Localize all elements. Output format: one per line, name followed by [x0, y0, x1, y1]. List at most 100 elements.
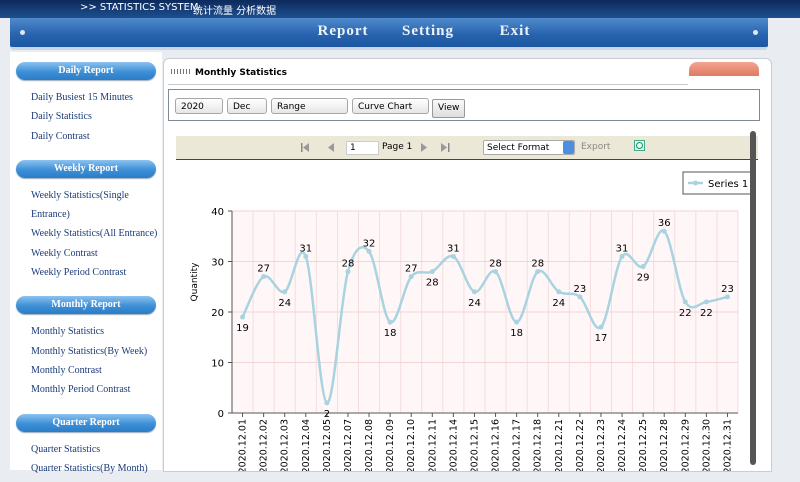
- main-panel: Monthly Statistics 2020 Dec Range Curve Cha…: [163, 58, 772, 472]
- data-point: [703, 299, 709, 305]
- data-label: 27: [257, 264, 270, 275]
- legend-label: Series 1: [708, 179, 748, 190]
- filter-select[interactable]: 2020: [175, 98, 223, 114]
- x-tick-label: 2020.12.25: [638, 419, 649, 471]
- section-button[interactable]: Quarter Report: [16, 413, 156, 432]
- data-label: 27: [405, 264, 418, 275]
- data-label: 18: [510, 328, 523, 339]
- x-tick-label: 2020.12.31: [722, 419, 733, 471]
- section-button[interactable]: Daily Report: [16, 62, 156, 80]
- y-tick-label: 10: [211, 359, 224, 370]
- data-point: [324, 400, 330, 406]
- pager-bar: 1 Page 1 Select Format Export: [176, 136, 758, 160]
- sidebar-section: Weekly Report Weekly Statistics(Single En…: [10, 159, 162, 286]
- sidebar-link[interactable]: Weekly Statistics(Single Entrance): [31, 189, 129, 221]
- data-point: [535, 269, 541, 275]
- x-tick-label: 2020.12.11: [427, 419, 438, 471]
- data-label: 31: [447, 243, 460, 254]
- x-tick-label: 2020.12.07: [343, 419, 354, 471]
- nav-item[interactable]: Setting: [402, 23, 454, 39]
- data-label: 18: [384, 328, 397, 339]
- x-tick-label: 2020.12.17: [512, 419, 523, 471]
- x-tick-label: 2020.12.30: [701, 419, 712, 471]
- x-tick-label: 2020.12.28: [659, 419, 670, 471]
- data-point: [661, 228, 667, 234]
- sidebar-link[interactable]: Daily Contrast: [31, 130, 90, 142]
- data-label: 2: [324, 409, 330, 420]
- nav-dot: [753, 30, 758, 35]
- x-tick-label: 2020.12.15: [469, 419, 480, 471]
- data-label: 22: [700, 308, 713, 319]
- page-label: Page 1: [382, 142, 413, 152]
- x-tick-label: 2020.12.23: [596, 419, 607, 471]
- data-label: 28: [342, 259, 355, 270]
- filter-select[interactable]: Dec: [227, 98, 267, 114]
- data-point: [577, 294, 583, 300]
- sidebar-link[interactable]: Daily Busiest 15 Minutes: [31, 92, 133, 103]
- panel-title: Monthly Statistics: [195, 68, 288, 78]
- data-label: 28: [531, 259, 544, 270]
- sidebar-link[interactable]: Weekly Contrast: [31, 247, 98, 259]
- data-point: [429, 269, 435, 275]
- data-point: [471, 289, 477, 295]
- sidebar-link[interactable]: Daily Statistics: [31, 111, 92, 123]
- data-point: [514, 319, 520, 325]
- refresh-icon[interactable]: [634, 140, 646, 152]
- x-tick-label: 2020.12.01: [238, 419, 249, 471]
- view-button[interactable]: View: [432, 99, 466, 118]
- sidebar-link[interactable]: Weekly Statistics(All Entrance): [31, 228, 158, 240]
- data-point: [682, 299, 688, 305]
- nav-dot: [20, 30, 25, 35]
- sidebar-link[interactable]: Quarter Statistics: [31, 443, 101, 455]
- x-tick-label: 2020.12.22: [575, 419, 586, 471]
- data-label: 36: [658, 218, 671, 229]
- x-tick-label: 2020.12.18: [533, 419, 544, 471]
- y-tick-label: 40: [211, 207, 224, 218]
- section-button[interactable]: Weekly Report: [16, 159, 156, 178]
- filter-select[interactable]: Curve Chart: [352, 98, 429, 114]
- legend-swatch-dot: [693, 180, 698, 186]
- panel-title-bar: Monthly Statistics: [168, 62, 688, 85]
- data-point: [408, 274, 414, 280]
- sidebar-link[interactable]: Monthly Contrast: [31, 364, 102, 376]
- format-select[interactable]: Select Format: [483, 140, 575, 155]
- x-tick-label: 2020.12.03: [280, 419, 291, 471]
- section-button[interactable]: Monthly Report: [16, 296, 156, 315]
- sidebar-link[interactable]: Monthly Statistics(By Week): [31, 345, 148, 357]
- scrollbar[interactable]: [750, 131, 756, 465]
- sidebar-link[interactable]: Weekly Period Contrast: [31, 267, 127, 279]
- x-tick-label: 2020.12.04: [301, 419, 312, 471]
- nav-item[interactable]: Exit: [499, 23, 531, 39]
- chart: 0 10 20 30 40 Quantity 2020.12.01 2020.12.02 202…: [190, 171, 756, 471]
- page-input[interactable]: 1: [346, 141, 379, 155]
- sidebar-link[interactable]: Quarter Statistics(By Month): [31, 462, 148, 474]
- export-button[interactable]: Export: [581, 142, 611, 152]
- header-subtitle: 统计流量 分析数据: [193, 6, 277, 17]
- pager-nav-icons[interactable]: [301, 142, 361, 154]
- data-label: 31: [616, 243, 629, 254]
- data-point: [387, 319, 393, 325]
- x-tick-label: 2020.12.05: [322, 419, 333, 471]
- x-tick-label: 2020.12.24: [617, 419, 628, 471]
- title-grip: [171, 69, 191, 74]
- y-axis-title: Quantity: [190, 262, 200, 302]
- x-tick-label: 2020.12.21: [554, 419, 565, 471]
- nav-item[interactable]: Report: [317, 23, 369, 39]
- data-point: [619, 253, 625, 259]
- data-point: [450, 253, 456, 259]
- pager-nav-icons[interactable]: [421, 142, 461, 154]
- header-title: >> STATISTICS SYSTEM: [80, 2, 199, 13]
- filter-select[interactable]: Range: [271, 98, 348, 114]
- sidebar-link[interactable]: Monthly Period Contrast: [31, 384, 131, 396]
- sidebar-link[interactable]: Monthly Statistics: [31, 326, 105, 338]
- data-point: [598, 324, 604, 330]
- data-label: 28: [489, 259, 502, 270]
- x-tick-label: 2020.12.09: [385, 419, 396, 471]
- data-point: [493, 269, 499, 275]
- data-point: [556, 289, 562, 295]
- select-arrow: [563, 141, 574, 154]
- data-point: [261, 274, 267, 280]
- x-tick-label: 2020.12.08: [364, 419, 375, 471]
- data-point: [282, 289, 288, 295]
- x-tick-label: 2020.12.16: [491, 419, 502, 471]
